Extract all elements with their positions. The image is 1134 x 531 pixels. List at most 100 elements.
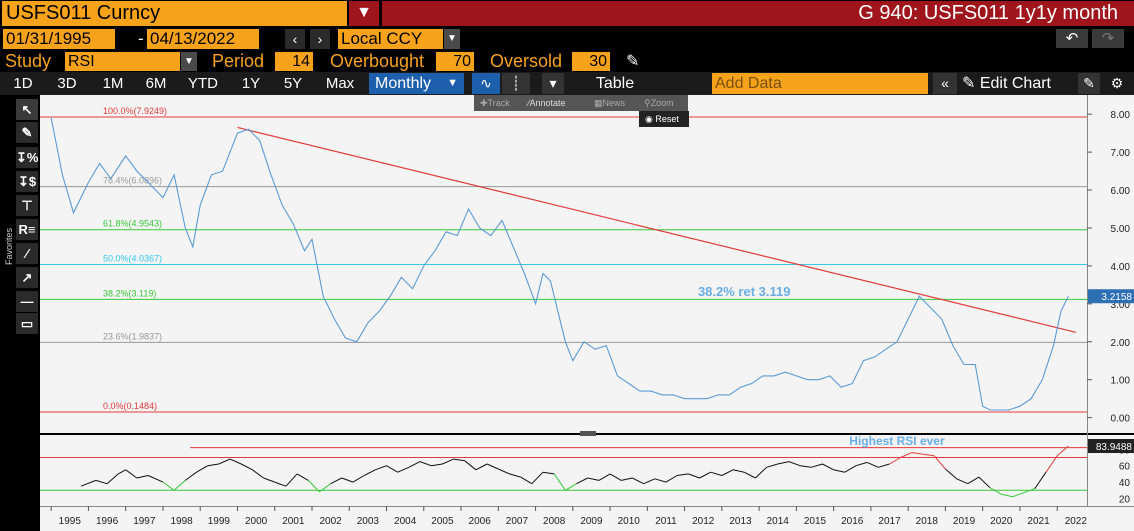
rsi-series-segment bbox=[95, 479, 108, 485]
price-axis-panel bbox=[1087, 95, 1134, 433]
rsi-series-segment bbox=[732, 469, 745, 473]
rsi-series-segment bbox=[296, 473, 309, 481]
menu-icon: ▼ bbox=[356, 4, 372, 21]
panel-splitter[interactable] bbox=[580, 431, 596, 436]
window-title: G 940: USFS011 1y1y month bbox=[858, 2, 1118, 24]
range-6m[interactable]: 6M bbox=[145, 75, 167, 92]
rsi-series-segment bbox=[162, 481, 175, 491]
rsi-series-segment bbox=[766, 463, 778, 468]
reset-button[interactable]: ◉ Reset bbox=[639, 111, 689, 127]
price-last-value-label: 3.2158 bbox=[1101, 292, 1132, 303]
end-date-input[interactable]: 04/13/2022 bbox=[147, 29, 259, 49]
percent-icon[interactable]: ↧% bbox=[16, 147, 38, 168]
x-tick-label: 2021 bbox=[1027, 516, 1050, 527]
line-chart-icon[interactable]: ∿ bbox=[472, 73, 500, 94]
ray-icon[interactable]: ↗ bbox=[16, 267, 38, 288]
start-date-input[interactable]: 01/31/1995 bbox=[3, 29, 115, 49]
rsi-series-segment bbox=[911, 452, 924, 455]
bar-chart-icon[interactable]: ┊ bbox=[502, 73, 530, 94]
rsi-series-segment bbox=[565, 483, 577, 491]
rsi-series-segment bbox=[173, 480, 186, 491]
rsi-series-segment bbox=[699, 471, 711, 479]
range-max[interactable]: Max bbox=[325, 75, 355, 92]
rsi-series-segment bbox=[431, 463, 443, 467]
frequency-label: Monthly bbox=[375, 75, 432, 92]
edit-chart-button[interactable]: ✎ Edit Chart bbox=[962, 73, 1072, 94]
rsi-series-segment bbox=[632, 477, 644, 485]
range-1y[interactable]: 1Y bbox=[241, 75, 261, 92]
ticker-menu-button[interactable]: ▼ bbox=[349, 1, 379, 26]
add-data-input[interactable]: Add Data bbox=[712, 73, 928, 94]
channel-icon[interactable]: ▭ bbox=[16, 313, 38, 334]
collapse-icon[interactable]: « bbox=[933, 73, 957, 94]
dollar-icon[interactable]: ↧$ bbox=[16, 171, 38, 192]
calendar-icon[interactable]: ▦ bbox=[262, 33, 274, 45]
range-ytd[interactable]: YTD bbox=[188, 75, 218, 92]
range-1d[interactable]: 1D bbox=[13, 75, 33, 92]
annotate-button[interactable]: ∕ Annotate bbox=[528, 98, 566, 108]
pencil-icon[interactable]: ✎ bbox=[626, 53, 640, 70]
rsi-series-segment bbox=[307, 480, 320, 493]
rsi-series-segment bbox=[978, 476, 991, 489]
redo-icon[interactable]: ↷ bbox=[1092, 29, 1124, 48]
horizontal-line-icon[interactable]: — bbox=[16, 291, 38, 312]
undo-icon[interactable]: ↶ bbox=[1056, 29, 1088, 48]
x-tick-label: 2001 bbox=[282, 516, 305, 527]
rsi-series-segment bbox=[945, 468, 957, 480]
calendar-icon[interactable]: ▦ bbox=[118, 33, 130, 45]
rsi-series-segment bbox=[486, 463, 499, 470]
chevron-down-icon[interactable]: ▾ bbox=[542, 73, 564, 94]
edit-layout-icon[interactable]: ✎ bbox=[1078, 73, 1100, 94]
pen-icon[interactable]: ✎ bbox=[16, 122, 38, 143]
rsi-series-segment bbox=[240, 463, 253, 471]
gear-icon[interactable]: ⚙ bbox=[1104, 73, 1130, 94]
rsi-series-segment bbox=[721, 469, 734, 476]
period-input[interactable]: 14 bbox=[275, 52, 313, 71]
ticker-input[interactable]: USFS011 Curncy bbox=[2, 1, 347, 26]
rsi-series-segment bbox=[453, 458, 465, 462]
rsi-y-tick-label: 60 bbox=[1119, 462, 1131, 473]
range-5y[interactable]: 5Y bbox=[283, 75, 303, 92]
x-tick-label: 2011 bbox=[655, 516, 677, 527]
chevron-down-icon[interactable]: ▼ bbox=[181, 52, 197, 71]
range-3d[interactable]: 3D bbox=[57, 75, 77, 92]
chart[interactable]: 100.0%(7.9249) 76.4%(6.0896) 61.8%(4.9543)… bbox=[40, 95, 1134, 531]
rsi-series-segment bbox=[889, 457, 901, 465]
study-select[interactable]: RSI bbox=[65, 52, 180, 71]
rsi-icon[interactable]: R≡ bbox=[16, 219, 38, 240]
rsi-series-segment bbox=[419, 461, 432, 467]
x-tick-label: 1998 bbox=[170, 516, 193, 527]
rsi-series-segment bbox=[1012, 492, 1024, 498]
rsi-series-segment bbox=[743, 471, 756, 479]
chevron-right-icon[interactable]: › bbox=[310, 29, 330, 49]
chevron-left-icon[interactable]: ‹ bbox=[285, 29, 305, 49]
zoom-button[interactable]: ⚲ Zoom bbox=[644, 98, 674, 108]
oversold-input[interactable]: 30 bbox=[572, 52, 610, 71]
trendline-icon[interactable]: ∕ bbox=[16, 243, 38, 264]
rsi-series-segment bbox=[207, 463, 219, 467]
rsi-series-segment bbox=[285, 473, 298, 487]
x-tick-label: 2000 bbox=[245, 516, 268, 527]
track-button[interactable]: ✚ Track bbox=[480, 98, 510, 108]
table-button[interactable]: Table bbox=[595, 75, 635, 92]
x-tick-label: 1996 bbox=[96, 516, 119, 527]
overbought-input[interactable]: 70 bbox=[436, 52, 474, 71]
cursor-icon[interactable]: ↖ bbox=[16, 99, 38, 120]
news-button[interactable]: ▦ News bbox=[594, 98, 626, 108]
rsi-series-segment bbox=[677, 473, 689, 476]
rsi-series-segment bbox=[811, 463, 823, 468]
currency-select[interactable]: Local CCY bbox=[338, 29, 443, 49]
frequency-select[interactable]: Monthly ▼ bbox=[369, 73, 464, 94]
price-y-tick-label: 2.00 bbox=[1111, 338, 1131, 349]
fibonacci-icon[interactable]: ⊤ bbox=[16, 195, 38, 216]
chevron-down-icon[interactable]: ▼ bbox=[444, 29, 460, 49]
rsi-series-segment bbox=[710, 471, 723, 476]
overbought-label: Overbought bbox=[330, 51, 425, 71]
range-1m[interactable]: 1M bbox=[102, 75, 124, 92]
x-tick-label: 2014 bbox=[767, 516, 790, 527]
rsi-series-segment bbox=[125, 469, 138, 479]
x-tick-label: 2020 bbox=[990, 516, 1013, 527]
x-tick-label: 2004 bbox=[394, 516, 417, 527]
rsi-series-segment bbox=[136, 475, 149, 479]
x-tick-label: 2006 bbox=[469, 516, 492, 527]
